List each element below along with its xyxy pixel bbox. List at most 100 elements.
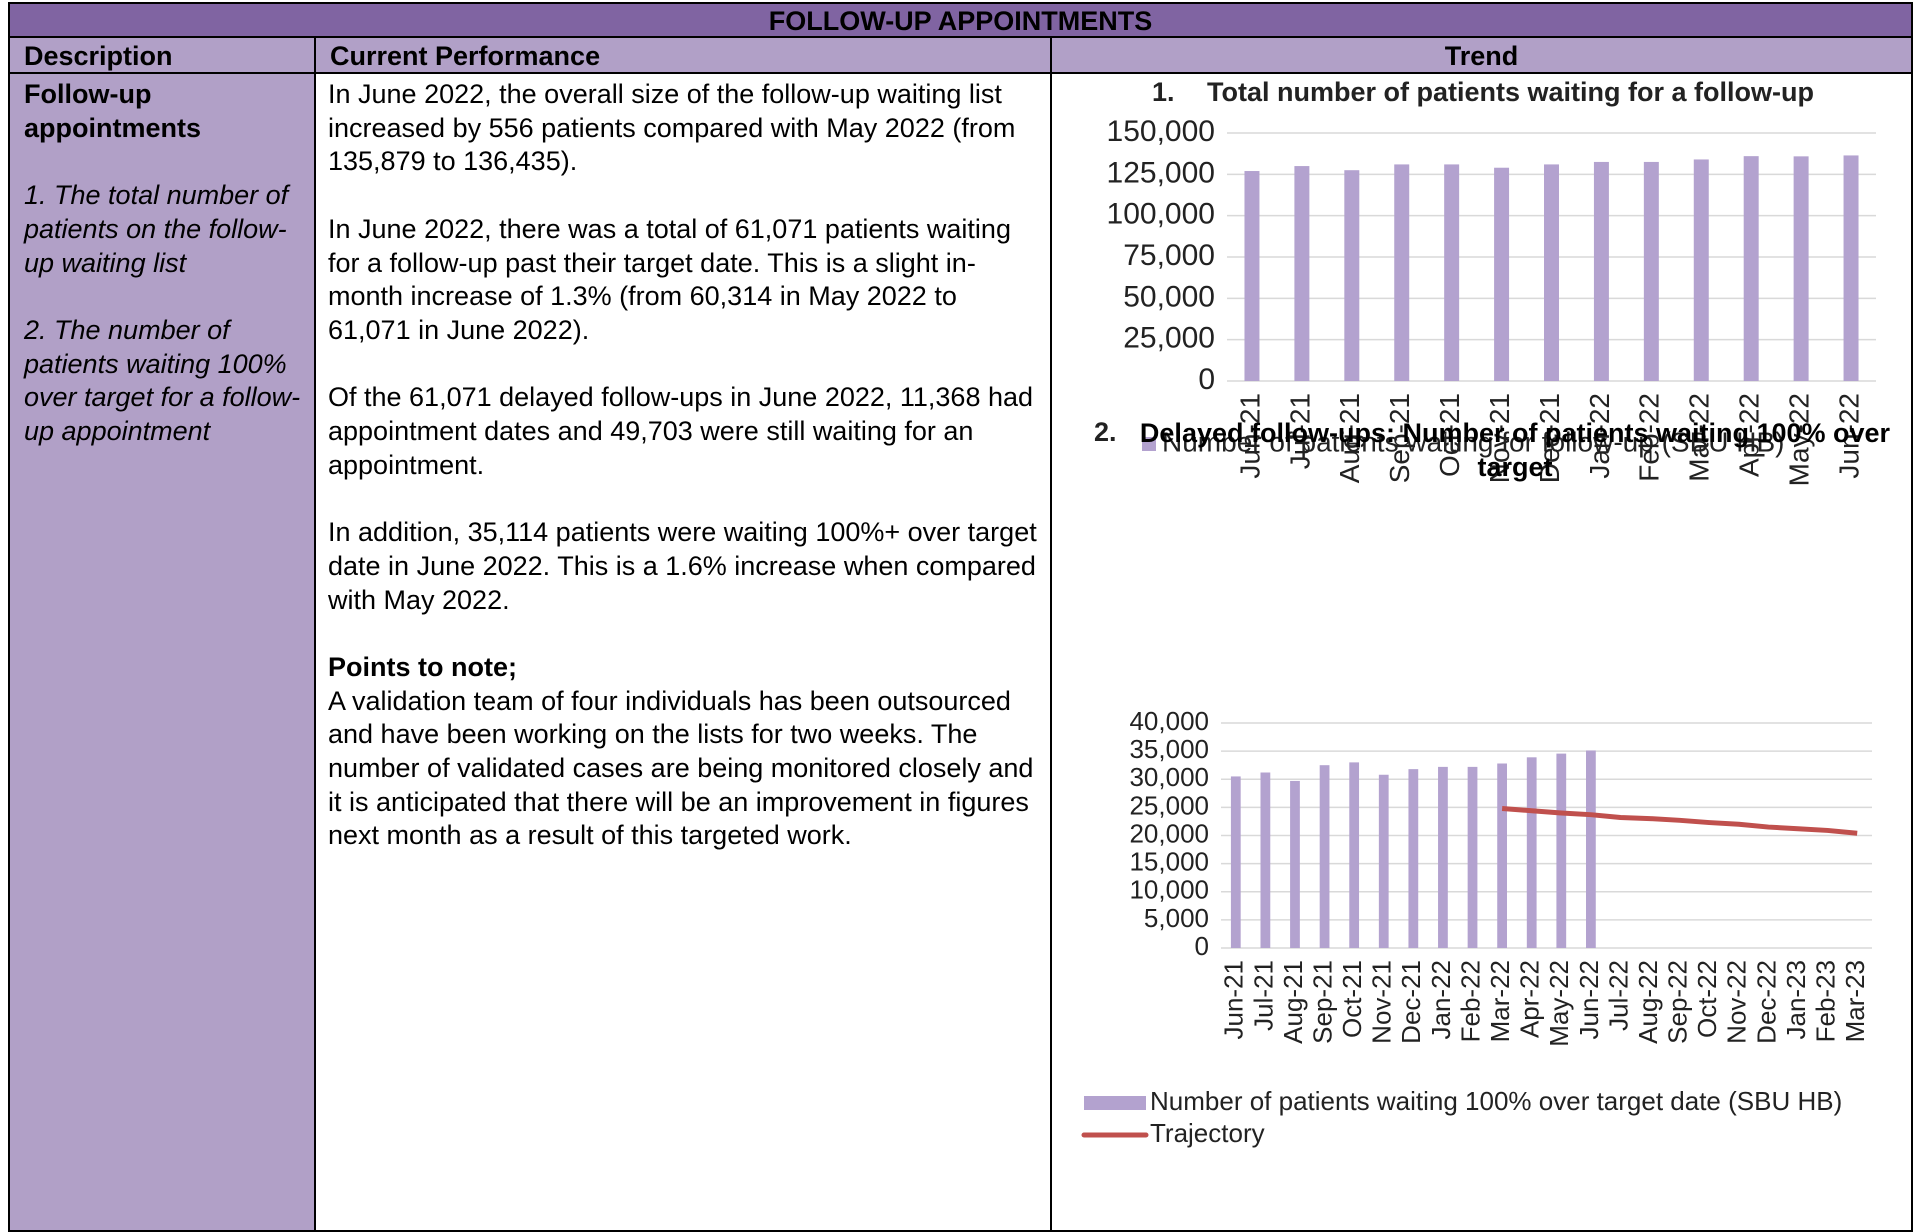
chart-title: Delayed follow-ups: Number of patients w…	[1139, 418, 1891, 482]
description-title: Follow-up appointments	[24, 79, 202, 143]
x-tick-label: Jan-22	[1584, 393, 1615, 479]
y-tick-label: 20,000	[1129, 818, 1209, 848]
legend-label: Number of patients waiting 100% over tar…	[1150, 1086, 1842, 1116]
y-tick-label: 10,000	[1129, 875, 1209, 905]
x-tick-label: Oct-21	[1337, 960, 1367, 1038]
x-tick-label: Nov-22	[1722, 960, 1752, 1044]
x-tick-label: Mar-22	[1485, 960, 1515, 1042]
y-tick-label: 15,000	[1129, 847, 1209, 877]
bar	[1843, 155, 1859, 381]
y-tick-label: 5,000	[1144, 903, 1209, 933]
x-tick-label: Aug-21	[1278, 960, 1308, 1044]
legend-swatch	[1084, 1096, 1146, 1110]
bar	[1378, 774, 1389, 948]
x-tick-label: Mar-22	[1684, 393, 1715, 482]
y-tick-label: 50,000	[1123, 280, 1215, 313]
x-tick-label: Feb-22	[1455, 960, 1485, 1042]
table-title: FOLLOW-UP APPOINTMENTS	[8, 2, 1913, 38]
bar	[1497, 763, 1507, 948]
x-tick-label: May-22	[1784, 393, 1815, 486]
bar	[1319, 765, 1330, 948]
x-tick-label: Jun-22	[1574, 960, 1604, 1040]
y-tick-label: 125,000	[1107, 156, 1215, 189]
bar	[1294, 166, 1310, 381]
trend-cell: 1. Total number of patients waiting for a…	[1050, 72, 1913, 1232]
x-tick-label: Jun-21	[1234, 393, 1265, 479]
x-tick-label: Jan-23	[1781, 960, 1811, 1040]
bar	[1408, 769, 1419, 948]
paragraph: In addition, 35,114 patients were waitin…	[328, 517, 1037, 615]
x-tick-label: Oct-21	[1434, 393, 1465, 477]
legend-swatch	[1142, 437, 1156, 451]
bar	[1438, 766, 1448, 948]
column-header: Current Performance	[314, 36, 1052, 74]
y-tick-label: 40,000	[1129, 706, 1209, 736]
bar	[1743, 156, 1759, 381]
bar	[1593, 161, 1609, 381]
performance-cell: In June 2022, the overall size of the fo…	[314, 72, 1052, 1232]
points-text: A validation team of four individuals ha…	[328, 685, 1034, 851]
x-tick-label: May-22	[1544, 960, 1574, 1047]
y-tick-label: 25,000	[1123, 322, 1215, 355]
x-tick-label: Apr-22	[1515, 960, 1545, 1038]
chart-number: 1.	[1152, 77, 1175, 107]
x-tick-label: Dec-21	[1534, 393, 1565, 483]
y-tick-label: 100,000	[1107, 198, 1215, 231]
column-header: Trend	[1050, 36, 1913, 74]
bar	[1349, 762, 1360, 948]
bar	[1544, 164, 1559, 381]
points-heading: Points to note;	[328, 651, 517, 682]
x-tick-label: Nov-21	[1484, 393, 1515, 483]
x-tick-label: Aug-22	[1633, 960, 1663, 1044]
chart-number: 2.	[1094, 417, 1117, 447]
y-tick-label: 30,000	[1129, 762, 1209, 792]
x-tick-label: Sep-22	[1663, 960, 1693, 1044]
bar	[1494, 167, 1510, 381]
description-cell: Follow-up appointments 1. The total numb…	[8, 72, 316, 1232]
bar	[1344, 170, 1360, 381]
description-item: 1. The total number of patients on the f…	[24, 180, 289, 278]
x-tick-label: Apr-22	[1734, 393, 1765, 477]
paragraph: In June 2022, there was a total of 61,07…	[328, 213, 1011, 345]
y-tick-label: 25,000	[1129, 790, 1209, 820]
paragraph: Of the 61,071 delayed follow-ups in June…	[328, 382, 1034, 480]
paragraph: In June 2022, the overall size of the fo…	[328, 79, 1016, 177]
x-tick-label: Oct-22	[1692, 960, 1722, 1038]
x-tick-label: Aug-21	[1334, 393, 1365, 483]
y-tick-label: 0	[1195, 931, 1209, 961]
bar	[1444, 164, 1460, 381]
column-header: Description	[8, 36, 316, 74]
bar	[1643, 161, 1659, 381]
y-tick-label: 150,000	[1107, 115, 1215, 148]
chart-title-box: Delayed follow-ups: Number of patients w…	[1139, 418, 1891, 482]
x-tick-label: Jan-22	[1426, 960, 1456, 1040]
x-tick-label: Jun-21	[1219, 960, 1249, 1040]
legend-label: Trajectory	[1150, 1118, 1265, 1148]
bar	[1260, 772, 1271, 948]
chart-title: Total number of patients waiting for a f…	[1207, 77, 1814, 107]
bar	[1793, 156, 1809, 381]
bar	[1230, 776, 1241, 948]
legend-label: Number of patients waiting for follow-up…	[1162, 426, 1784, 457]
bar	[1586, 750, 1596, 948]
x-tick-label: Feb-22	[1634, 393, 1665, 482]
x-tick-label: Dec-21	[1396, 960, 1426, 1044]
bar	[1394, 164, 1410, 381]
bar	[1290, 780, 1300, 948]
y-tick-label: 75,000	[1123, 239, 1215, 272]
bar	[1467, 766, 1478, 948]
bar	[1693, 159, 1709, 381]
bar	[1556, 753, 1567, 948]
charts: 1. Total number of patients waiting for a…	[1081, 77, 1891, 1148]
x-tick-label: Jun-22	[1833, 393, 1864, 479]
x-tick-label: Feb-23	[1810, 960, 1840, 1042]
x-tick-label: Sep-21	[1307, 960, 1337, 1044]
bar	[1526, 757, 1537, 948]
x-tick-label: Dec-22	[1751, 960, 1781, 1044]
x-tick-label: Nov-21	[1367, 960, 1397, 1044]
bar	[1244, 171, 1260, 381]
x-tick-label: Jul-21	[1248, 960, 1278, 1031]
y-tick-label: 35,000	[1129, 734, 1209, 764]
description-item: 2. The number of patients waiting 100% o…	[24, 314, 301, 446]
